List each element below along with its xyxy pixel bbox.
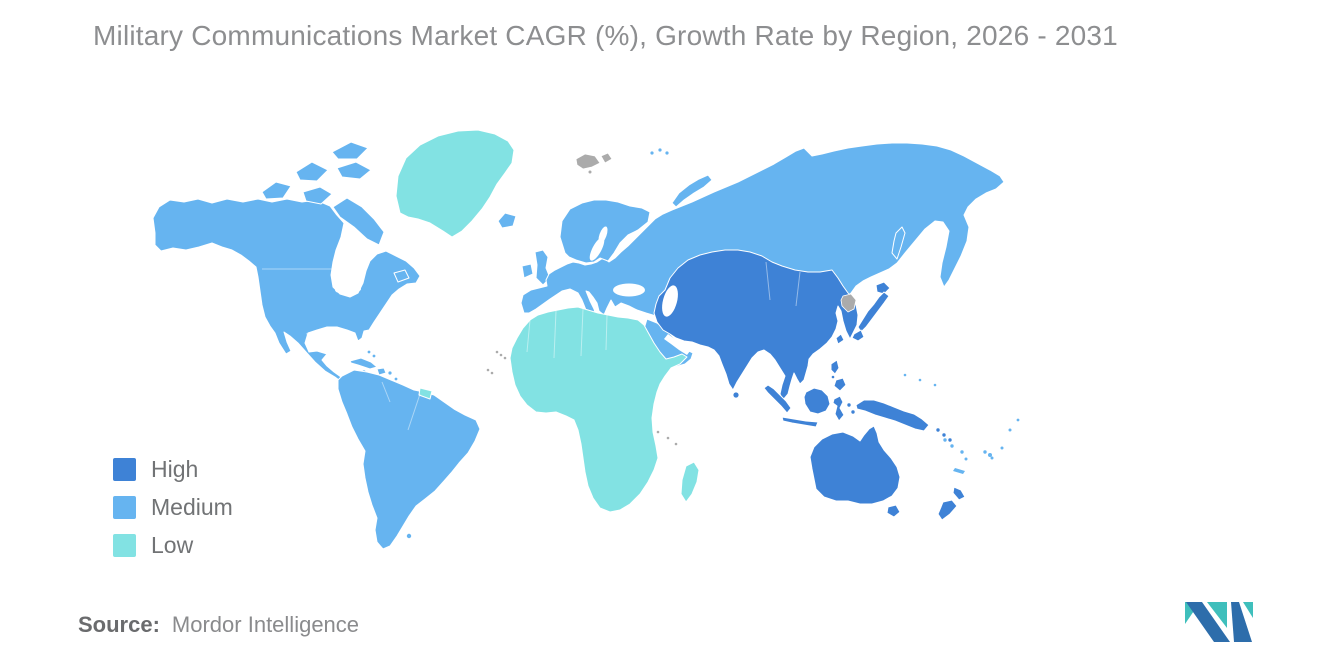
region-new-zealand [937,486,966,521]
legend-label-high: High [151,455,199,482]
region-south-america [337,369,481,550]
regions-no-data [486,152,857,446]
region-greenland [395,129,515,238]
region-small-islands [486,350,678,446]
regions-medium [152,141,1020,550]
logo-shape-blue-band [1186,602,1230,642]
region-guianas [418,387,433,400]
legend-label-low: Low [151,531,194,558]
persian-gulf [664,334,690,355]
mordor-intelligence-logo [1185,602,1253,642]
legend-swatch-low [113,533,136,557]
caspian-sea [662,285,678,317]
legend-swatch-high [113,457,136,481]
regions-high [653,249,966,521]
chart-title: Military Communications Market CAGR (%),… [93,20,1118,51]
region-pacific-islands [903,373,1020,474]
region-indonesia [763,384,855,428]
regions-low [395,129,700,513]
region-philippines [830,359,847,392]
region-north-korea [840,293,857,313]
region-new-guinea [855,399,952,442]
logo-shape-teal-middle [1207,602,1227,628]
legend: High Medium Low [113,450,233,564]
region-japan [851,281,891,342]
region-north-america [152,141,421,388]
logo-shape-teal-right [1243,602,1253,618]
legend-swatch-medium [113,495,136,519]
region-asia-pacific-mainland [653,249,859,401]
country-borders [262,261,801,431]
gulf-of-bothnia [598,226,608,244]
source-line: Source: Mordor Intelligence [78,612,359,638]
great-lakes [335,287,345,293]
logo-shape-blue-bar [1231,602,1252,642]
inland-seas [335,226,690,355]
legend-item-low: Low [113,526,233,564]
legend-label-medium: Medium [151,493,233,520]
region-caribbean [349,350,401,391]
legend-item-medium: Medium [113,488,233,526]
legend-item-high: High [113,450,233,488]
region-africa [509,306,688,513]
black-sea [613,283,645,297]
region-svalbard [575,152,613,174]
region-australia [809,425,901,518]
region-madagascar [680,461,700,503]
source-text: Mordor Intelligence [171,612,360,637]
source-label: Source: [78,612,160,637]
